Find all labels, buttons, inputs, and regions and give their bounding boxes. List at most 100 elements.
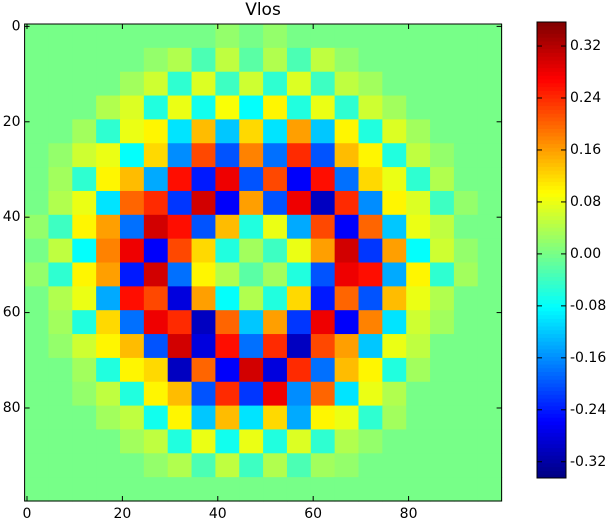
cell — [215, 214, 240, 240]
cell — [167, 238, 193, 264]
cell — [334, 381, 360, 407]
cell — [406, 429, 431, 454]
cell — [167, 262, 193, 287]
cell — [96, 381, 121, 407]
cell — [263, 143, 288, 168]
cell — [263, 167, 288, 192]
cell — [72, 47, 97, 73]
cell — [143, 262, 169, 287]
cell — [72, 95, 97, 120]
cell — [358, 262, 383, 287]
cell — [72, 143, 97, 168]
cell — [310, 381, 336, 407]
colorbar-strip — [537, 60, 566, 65]
colorbar-strip — [537, 162, 566, 167]
cell — [406, 238, 431, 264]
cell — [358, 310, 383, 335]
cell — [167, 429, 193, 454]
cell — [120, 71, 145, 97]
colorbar-strip — [537, 272, 566, 278]
cell — [24, 119, 50, 144]
cell — [406, 47, 431, 73]
cell — [382, 71, 407, 97]
cell — [310, 310, 336, 335]
colorbar-strip — [537, 443, 566, 449]
cell — [406, 453, 431, 478]
colorbar-strip — [537, 79, 566, 84]
colorbar-strip — [537, 394, 566, 399]
cell — [334, 119, 360, 144]
colorbar-tick-label: -0.16 — [570, 350, 606, 366]
colorbar-tick-label: 0.00 — [570, 246, 601, 262]
cell — [263, 214, 288, 240]
cell — [286, 286, 312, 311]
cell — [453, 95, 479, 120]
cell — [286, 310, 312, 335]
cell — [263, 24, 288, 49]
colorbar-strip — [537, 117, 566, 122]
cell — [120, 143, 145, 168]
cell — [239, 167, 264, 192]
colorbar-strip — [537, 63, 566, 69]
cell — [453, 143, 479, 168]
cell — [143, 381, 169, 407]
cell — [239, 405, 264, 431]
cell — [430, 262, 455, 287]
cell — [382, 47, 407, 73]
colorbar-strip — [537, 318, 566, 323]
cell — [72, 381, 97, 407]
cell — [286, 47, 312, 73]
cell — [453, 381, 479, 407]
colorbar-strip — [537, 155, 566, 160]
cell — [96, 238, 121, 264]
colorbar-tick-label: -0.08 — [570, 298, 606, 314]
cell — [310, 429, 336, 454]
cell — [477, 310, 503, 335]
cell — [191, 190, 216, 216]
cell — [358, 214, 383, 240]
colorbar-strip — [537, 75, 566, 80]
cell — [143, 453, 169, 478]
cell — [334, 262, 360, 287]
cell — [24, 143, 50, 168]
cell — [215, 405, 240, 431]
cell — [167, 214, 193, 240]
cell — [430, 47, 455, 73]
cell — [334, 453, 360, 478]
cell — [215, 310, 240, 335]
cell — [358, 24, 383, 49]
colorbar-strip — [537, 360, 566, 365]
cell — [310, 47, 336, 73]
colorbar-strip — [537, 265, 566, 270]
cell — [24, 71, 50, 97]
cell — [286, 477, 312, 502]
colorbar-strip — [537, 90, 566, 95]
colorbar-strip — [537, 193, 566, 198]
cell — [382, 190, 407, 216]
colorbar-strip — [537, 367, 566, 373]
x-tick-label: 60 — [304, 506, 322, 519]
cell — [406, 310, 431, 335]
cell — [382, 24, 407, 49]
cell — [191, 47, 216, 73]
cell — [48, 47, 73, 73]
colorbar-strip — [537, 219, 566, 224]
colorbar-strip — [537, 128, 566, 133]
colorbar-strip — [537, 227, 566, 232]
cell — [453, 24, 479, 49]
cell — [358, 453, 383, 478]
cell — [477, 190, 503, 216]
cell — [263, 453, 288, 478]
colorbar-strip — [537, 185, 566, 190]
colorbar-strip — [537, 348, 566, 354]
cell — [48, 190, 73, 216]
cell — [215, 286, 240, 311]
cell — [48, 143, 73, 168]
colorbar-strip — [537, 113, 566, 118]
cell — [167, 381, 193, 407]
cell — [191, 310, 216, 335]
cell — [310, 214, 336, 240]
colorbar-strip — [537, 424, 566, 430]
cell — [358, 167, 383, 192]
cell — [334, 286, 360, 311]
